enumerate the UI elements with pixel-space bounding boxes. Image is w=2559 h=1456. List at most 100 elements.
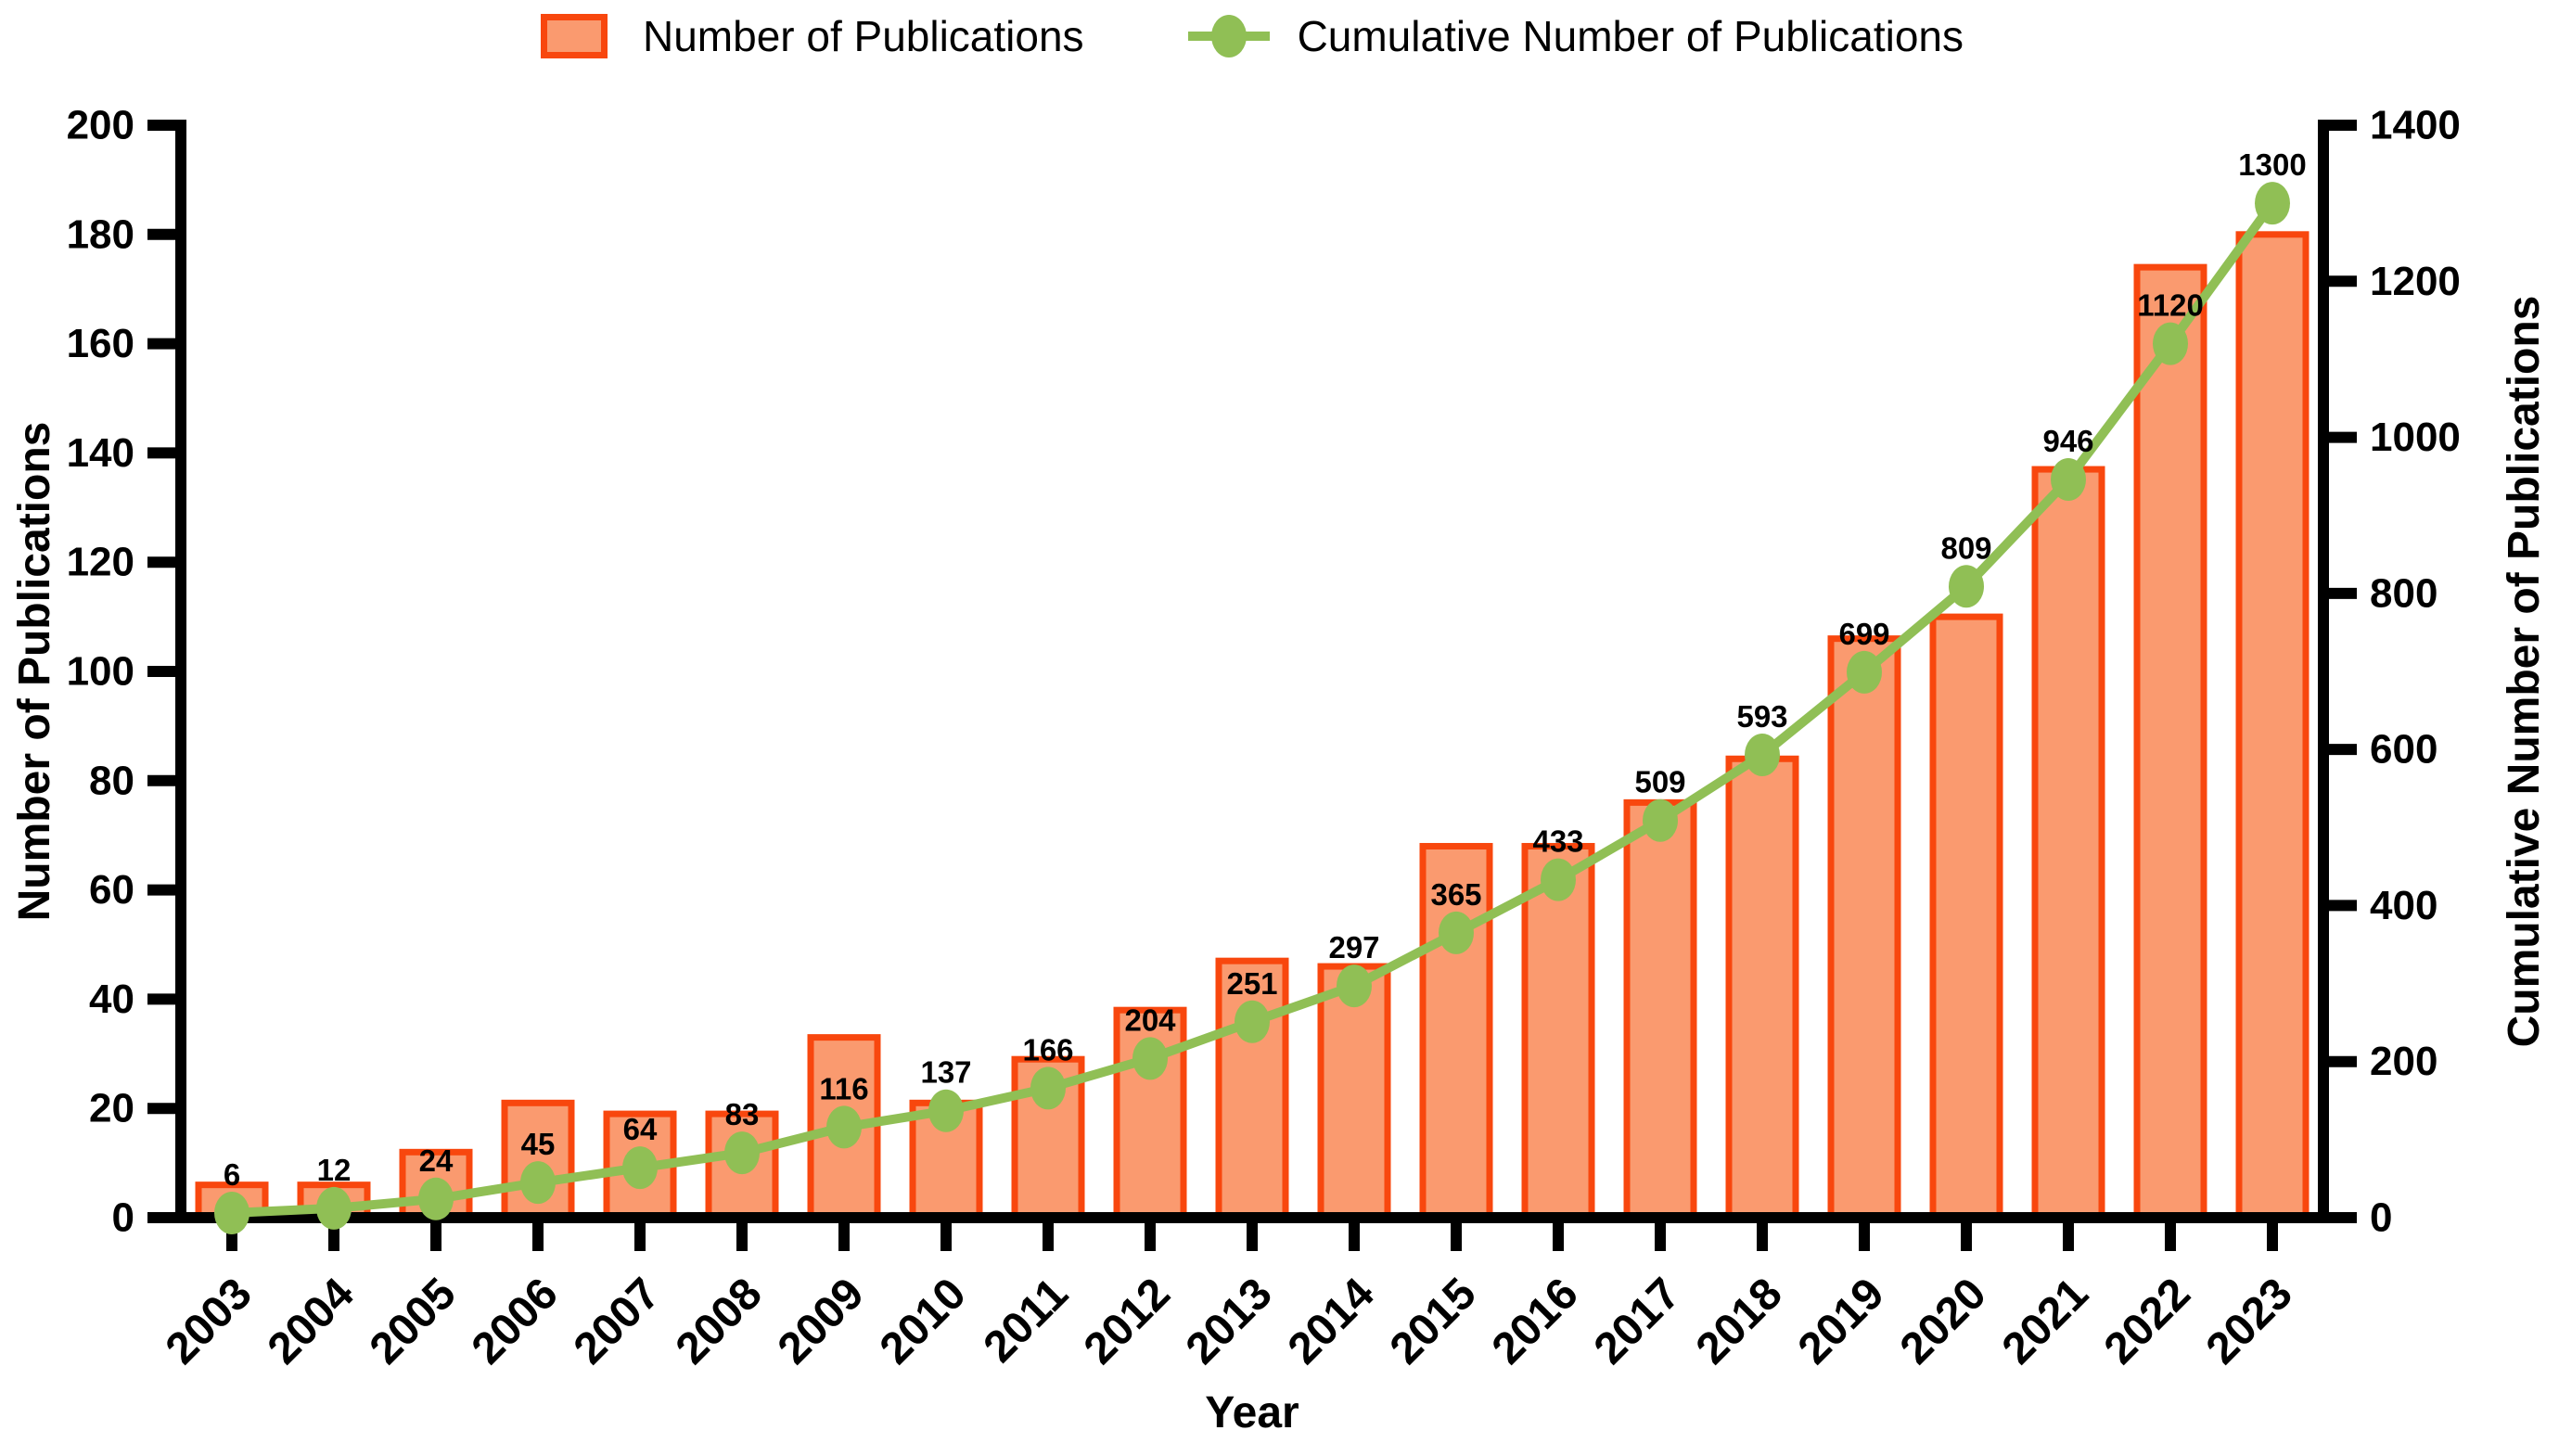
x-tick-label-2007: 2007 [565, 1269, 670, 1373]
x-axis-title: Year [1205, 1388, 1299, 1437]
x-tick-label-2019: 2019 [1789, 1269, 1894, 1373]
legend-entry-bars: Number of Publications [540, 11, 1084, 61]
left-tick-label: 0 [112, 1195, 134, 1241]
point-label-2014: 297 [1328, 930, 1379, 964]
point-label-2013: 251 [1226, 966, 1277, 1001]
left-tick-label: 20 [89, 1086, 134, 1131]
point-label-2017: 509 [1634, 765, 1685, 799]
bar-2017 [1623, 798, 1697, 1221]
left-tick-label: 180 [67, 211, 134, 257]
x-tick-label-2021: 2021 [1993, 1269, 2098, 1373]
line-point-2008 [724, 1131, 760, 1175]
point-label-2004: 12 [317, 1153, 352, 1187]
line-point-2004 [316, 1186, 352, 1230]
right-tick-label: 1200 [2370, 259, 2461, 304]
right-tick-label: 200 [2370, 1039, 2437, 1084]
x-tick-label-2009: 2009 [769, 1269, 874, 1373]
right-tick-label: 600 [2370, 727, 2437, 773]
point-label-2020: 809 [1940, 530, 1991, 565]
bar-2015 [1419, 842, 1493, 1221]
point-label-2015: 365 [1430, 877, 1481, 912]
x-tick-label-2010: 2010 [871, 1269, 976, 1373]
x-tick-label-2020: 2020 [1891, 1269, 1996, 1373]
bar-swatch-icon [540, 14, 608, 58]
right-tick-label: 1000 [2370, 415, 2461, 460]
line-point-2005 [418, 1177, 454, 1220]
line-point-2023 [2255, 182, 2290, 225]
right-tick-label: 800 [2370, 570, 2437, 616]
point-label-2008: 83 [725, 1097, 760, 1131]
legend: Number of Publications Cumulative Number… [181, 2, 2323, 70]
line-point-2018 [1745, 734, 1780, 777]
right-tick-label: 0 [2370, 1195, 2392, 1241]
line-point-2019 [1847, 650, 1882, 694]
x-tick-label-2022: 2022 [2095, 1269, 2200, 1373]
bar-2020 [1929, 613, 2003, 1221]
left-tick-label: 200 [67, 103, 134, 148]
x-tick-label-2012: 2012 [1075, 1269, 1180, 1373]
x-tick-label-2008: 2008 [667, 1269, 772, 1373]
legend-entry-line: Cumulative Number of Publications [1187, 11, 1964, 61]
x-tick-label-2016: 2016 [1483, 1269, 1588, 1373]
legend-line-label: Cumulative Number of Publications [1297, 12, 1964, 60]
bar-2023 [2235, 231, 2309, 1221]
x-tick-label-2005: 2005 [361, 1269, 466, 1373]
bar-2016 [1521, 842, 1595, 1221]
x-tick-label-2014: 2014 [1279, 1269, 1384, 1373]
point-label-2003: 6 [224, 1157, 240, 1192]
point-label-2016: 433 [1532, 824, 1583, 859]
line-point-2012 [1132, 1037, 1168, 1080]
x-tick-label-2015: 2015 [1381, 1269, 1486, 1373]
right-tick-label: 400 [2370, 883, 2437, 928]
x-tick-label-2023: 2023 [2197, 1269, 2302, 1373]
line-point-2007 [622, 1146, 658, 1190]
point-label-2022: 1120 [2137, 288, 2204, 323]
bar-2022 [2133, 263, 2207, 1221]
x-tick-label-2017: 2017 [1585, 1269, 1690, 1373]
line-point-2017 [1643, 798, 1678, 842]
line-point-2003 [214, 1191, 250, 1234]
right-tick-label: 1400 [2370, 103, 2461, 148]
line-point-2021 [2051, 458, 2086, 502]
x-tick-label-2011: 2011 [975, 1269, 1078, 1372]
point-label-2021: 946 [2042, 424, 2093, 458]
line-point-2013 [1235, 1000, 1270, 1043]
left-tick-label: 160 [67, 321, 134, 366]
line-point-2020 [1949, 565, 1984, 608]
x-tick-label-2003: 2003 [157, 1269, 262, 1373]
left-tick-label: 60 [89, 867, 134, 913]
line-point-2006 [520, 1161, 556, 1205]
line-point-2022 [2153, 322, 2188, 365]
bar-2019 [1827, 635, 1901, 1221]
bar-2018 [1725, 755, 1799, 1221]
point-label-2010: 137 [920, 1055, 971, 1090]
x-tick-label-2018: 2018 [1687, 1269, 1792, 1373]
x-tick-label-2004: 2004 [259, 1269, 364, 1373]
point-label-2005: 24 [419, 1143, 454, 1178]
line-point-2009 [826, 1105, 862, 1149]
x-tick-label-2013: 2013 [1177, 1269, 1282, 1373]
point-label-2009: 116 [819, 1071, 868, 1105]
line-marker-icon [1187, 12, 1270, 60]
point-label-2006: 45 [521, 1127, 556, 1161]
line-point-2011 [1030, 1066, 1066, 1110]
point-label-2011: 166 [1022, 1032, 1073, 1066]
legend-bars-label: Number of Publications [642, 12, 1084, 60]
line-point-2015 [1439, 911, 1474, 954]
bar-2021 [2031, 466, 2105, 1221]
left-tick-label: 120 [67, 540, 134, 585]
left-tick-label: 140 [67, 430, 134, 476]
point-label-2019: 699 [1838, 617, 1889, 651]
line-point-2016 [1541, 858, 1576, 901]
line-point-2014 [1337, 964, 1372, 1008]
point-label-2012: 204 [1124, 1003, 1176, 1037]
line-dot-icon [1210, 15, 1247, 57]
x-tick-label-2006: 2006 [463, 1269, 568, 1373]
point-label-2023: 1300 [2238, 147, 2306, 182]
line-point-2010 [928, 1089, 964, 1132]
left-tick-label: 40 [89, 977, 134, 1022]
left-tick-label: 80 [89, 758, 134, 803]
point-label-2007: 64 [623, 1112, 658, 1146]
